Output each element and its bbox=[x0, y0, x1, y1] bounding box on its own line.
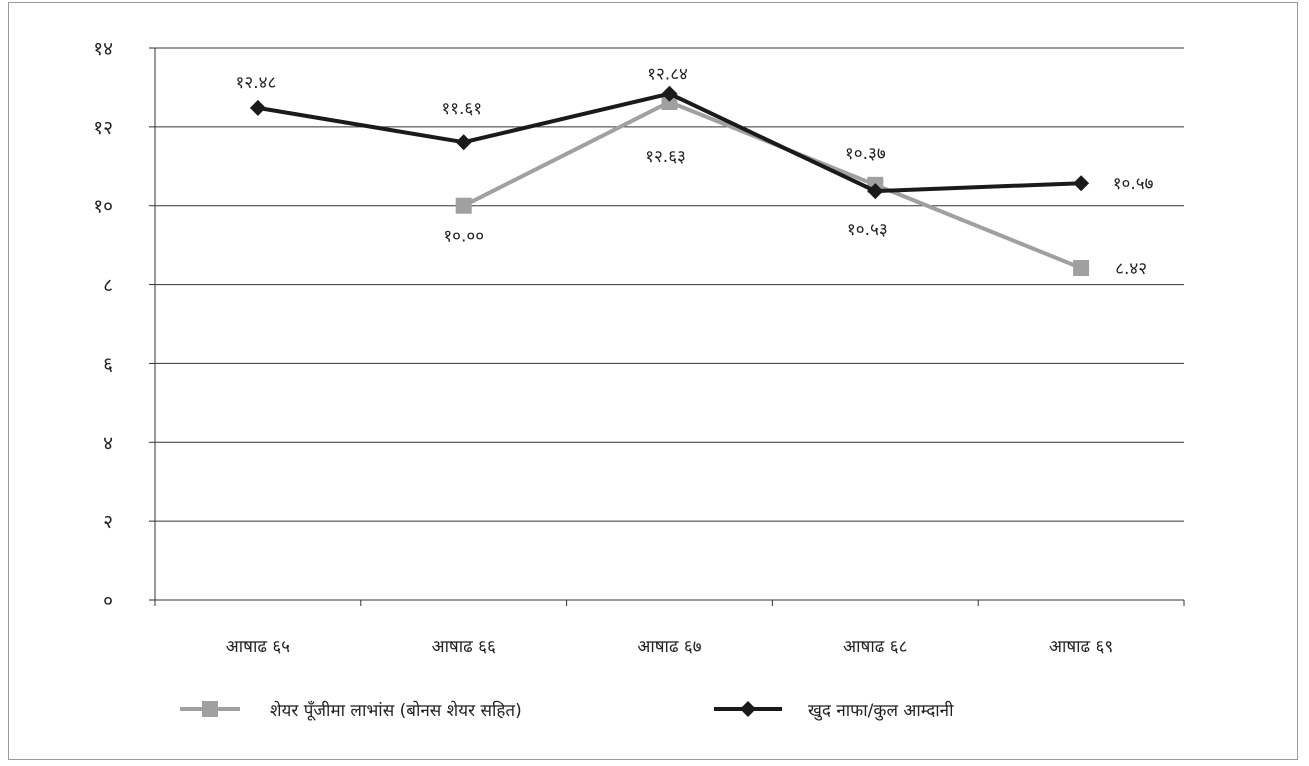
chart-frame bbox=[8, 2, 1298, 760]
y-axis-ticks: ० २ ४ ६ ८ १० १२ १४ bbox=[93, 38, 155, 612]
y-tick-label: १२ bbox=[93, 117, 113, 139]
data-point-square bbox=[455, 197, 472, 214]
data-point-diamond bbox=[249, 99, 266, 116]
legend-marker-diamond bbox=[740, 701, 756, 717]
x-tick-label: आषाढ ६८ bbox=[843, 637, 907, 657]
data-label: १०.५७ bbox=[1113, 174, 1154, 194]
y-tick-label: ० bbox=[103, 590, 113, 612]
data-point-diamond bbox=[1073, 175, 1090, 192]
data-point-square bbox=[661, 94, 678, 111]
x-axis-ticks: आषाढ ६५ आषाढ ६६ आषाढ ६७ आषाढ ६८ आषाढ ६९ bbox=[154, 600, 1185, 657]
series-group bbox=[249, 85, 1090, 277]
axes bbox=[154, 48, 1184, 601]
legend-label-1: शेयर पूँजीमा लाभांस (बोनस शेयर सहित) bbox=[270, 700, 522, 721]
legend: शेयर पूँजीमा लाभांस (बोनस शेयर सहित) खुद … bbox=[180, 700, 954, 721]
data-label: १२.८४ bbox=[647, 65, 688, 85]
data-label: १२.६३ bbox=[645, 147, 686, 167]
data-label: १०.३७ bbox=[845, 144, 886, 164]
x-tick-label: आषाढ ६७ bbox=[637, 637, 701, 657]
y-tick-label: १० bbox=[93, 196, 113, 218]
data-point-diamond bbox=[867, 183, 884, 200]
gridlines bbox=[155, 47, 1184, 522]
data-label: ८.४२ bbox=[1115, 259, 1147, 279]
data-point-diamond bbox=[661, 85, 678, 102]
x-tick-label: आषाढ ६९ bbox=[1049, 637, 1113, 657]
y-tick-label: १४ bbox=[93, 38, 113, 60]
data-point-diamond bbox=[455, 134, 472, 151]
y-tick-label: ८ bbox=[103, 275, 113, 297]
legend-label-2: खुद नाफा/कुल आम्दानी bbox=[808, 700, 954, 721]
data-point-square bbox=[1073, 260, 1090, 277]
y-tick-label: ४ bbox=[103, 432, 113, 454]
data-label: १०.०० bbox=[443, 227, 484, 247]
data-labels: १०.०० १२.६३ १०.५३ ८.४२ १२.४८ ११.६१ १२.८४ १०.३७ १… bbox=[236, 65, 1154, 279]
data-label: १०.५३ bbox=[847, 220, 888, 240]
x-tick-label: आषाढ ६५ bbox=[226, 637, 290, 657]
y-tick-label: २ bbox=[103, 511, 113, 533]
data-label: १२.४८ bbox=[236, 73, 277, 93]
y-tick-label: ६ bbox=[103, 353, 113, 375]
legend-marker-square bbox=[202, 701, 218, 717]
x-tick-label: आषाढ ६६ bbox=[432, 637, 496, 657]
data-label: ११.६१ bbox=[441, 99, 482, 119]
